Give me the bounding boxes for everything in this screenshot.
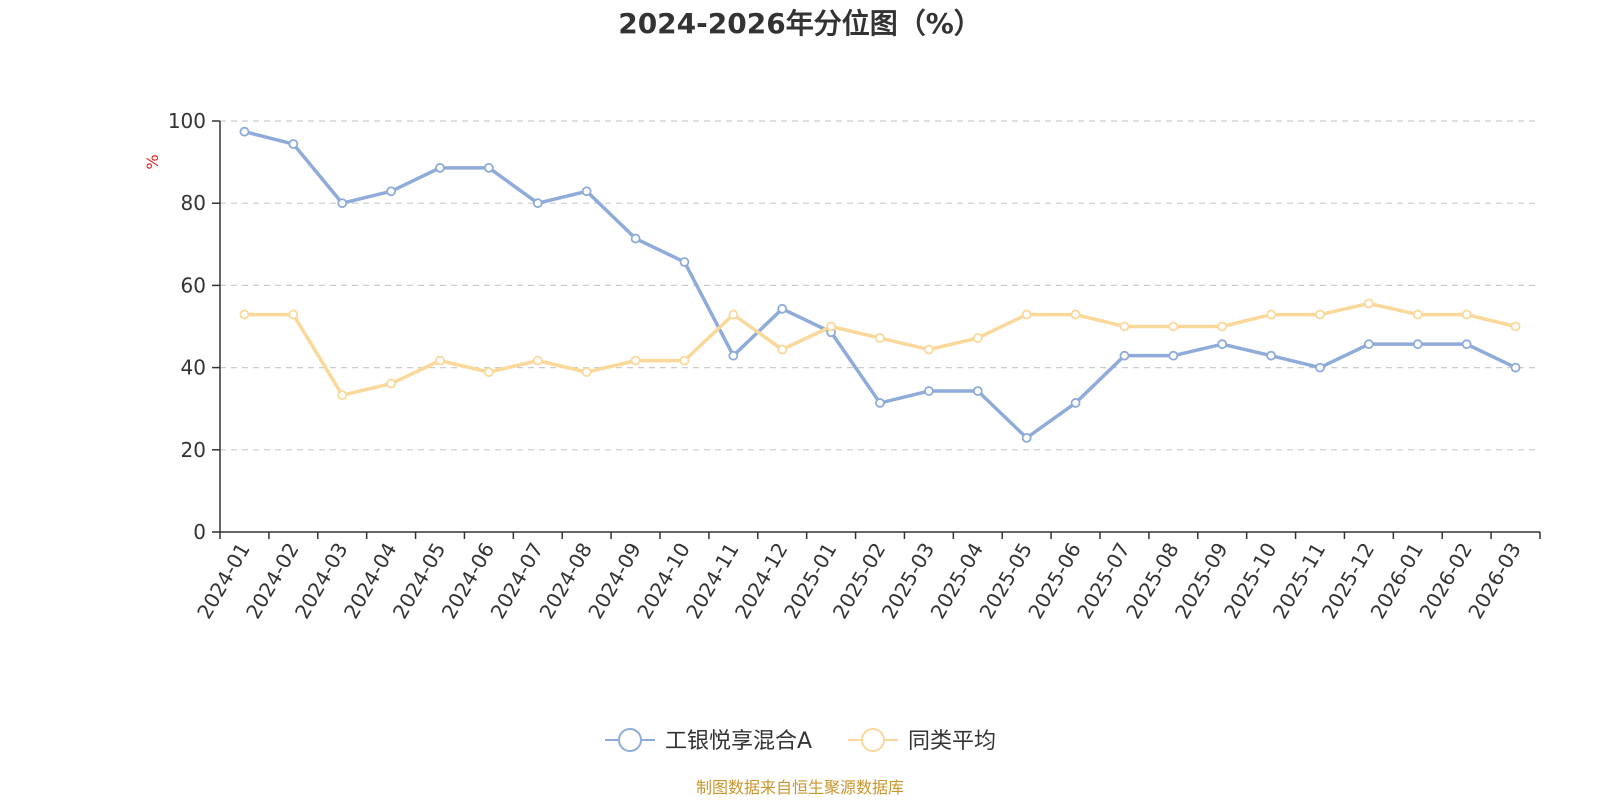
- data-point[interactable]: [1070, 398, 1081, 408]
- data-point[interactable]: [875, 333, 885, 343]
- data-point[interactable]: [630, 233, 641, 244]
- data-point[interactable]: [1363, 298, 1374, 309]
- data-point[interactable]: [239, 309, 250, 320]
- source-note: 制图数据来自恒生聚源数据库: [696, 778, 904, 797]
- data-point[interactable]: [1119, 321, 1130, 332]
- data-point[interactable]: [972, 386, 983, 396]
- data-point[interactable]: [1168, 350, 1179, 361]
- data-point[interactable]: [435, 355, 445, 366]
- data-point[interactable]: [435, 162, 445, 173]
- data-point[interactable]: [337, 198, 348, 209]
- y-tick-label: 80: [181, 191, 206, 215]
- legend-item[interactable]: 同类平均: [848, 728, 996, 754]
- data-point[interactable]: [1021, 309, 1032, 320]
- legend[interactable]: 工银悦享混合A 同类平均: [605, 728, 996, 754]
- data-point[interactable]: [1315, 362, 1325, 373]
- data-point[interactable]: [728, 350, 739, 361]
- data-point[interactable]: [1168, 321, 1179, 332]
- series-1: [239, 126, 1521, 443]
- series-line: [244, 301, 1516, 397]
- data-point[interactable]: [239, 126, 250, 137]
- series-2: [239, 298, 1521, 401]
- data-point[interactable]: [777, 303, 788, 314]
- data-point[interactable]: [1266, 309, 1277, 320]
- data-point[interactable]: [923, 386, 934, 396]
- legend-circle-icon: [618, 728, 642, 752]
- data-point[interactable]: [1070, 309, 1081, 320]
- legend-item[interactable]: 工银悦享混合A: [605, 728, 812, 754]
- legend-label: 工银悦享混合A: [665, 729, 812, 754]
- data-point[interactable]: [1119, 350, 1130, 361]
- data-point[interactable]: [777, 344, 788, 355]
- data-point[interactable]: [1461, 339, 1472, 350]
- data-point[interactable]: [630, 355, 641, 366]
- data-point[interactable]: [386, 186, 397, 197]
- y-tick-label: 20: [181, 438, 206, 462]
- data-point[interactable]: [532, 355, 543, 366]
- data-point[interactable]: [1217, 321, 1228, 332]
- data-point[interactable]: [337, 390, 348, 401]
- data-point[interactable]: [483, 162, 494, 173]
- data-point[interactable]: [1363, 339, 1374, 350]
- data-point[interactable]: [728, 309, 739, 320]
- y-axis-label: %: [143, 154, 162, 169]
- legend-circle-icon: [861, 728, 885, 752]
- data-point[interactable]: [581, 186, 592, 197]
- data-point[interactable]: [386, 378, 397, 389]
- data-point[interactable]: [1510, 362, 1521, 373]
- data-point[interactable]: [826, 321, 837, 332]
- y-tick-label: 60: [181, 273, 206, 297]
- legend-label: 同类平均: [908, 729, 996, 754]
- y-tick-label: 40: [181, 356, 206, 380]
- data-point[interactable]: [1412, 309, 1423, 320]
- data-point[interactable]: [1461, 309, 1472, 320]
- data-point[interactable]: [923, 344, 934, 355]
- chart-title: 2024-2026年分位图（%）: [618, 7, 982, 40]
- data-point[interactable]: [581, 367, 592, 378]
- series-line: [244, 129, 1517, 440]
- data-point[interactable]: [1412, 339, 1423, 350]
- data-point[interactable]: [532, 198, 543, 209]
- data-point[interactable]: [288, 139, 299, 149]
- data-point[interactable]: [1217, 339, 1228, 350]
- data-point[interactable]: [1510, 321, 1521, 332]
- data-point[interactable]: [875, 398, 885, 408]
- data-point[interactable]: [483, 367, 494, 378]
- data-point[interactable]: [1315, 309, 1325, 320]
- data-point[interactable]: [972, 333, 983, 343]
- data-point[interactable]: [1021, 432, 1032, 443]
- series-group: [239, 126, 1521, 443]
- data-point[interactable]: [1266, 350, 1277, 361]
- data-point[interactable]: [288, 309, 299, 320]
- y-tick-label: 0: [193, 520, 206, 544]
- y-tick-label: 100: [168, 109, 206, 133]
- data-point[interactable]: [679, 257, 690, 267]
- data-point[interactable]: [679, 355, 690, 366]
